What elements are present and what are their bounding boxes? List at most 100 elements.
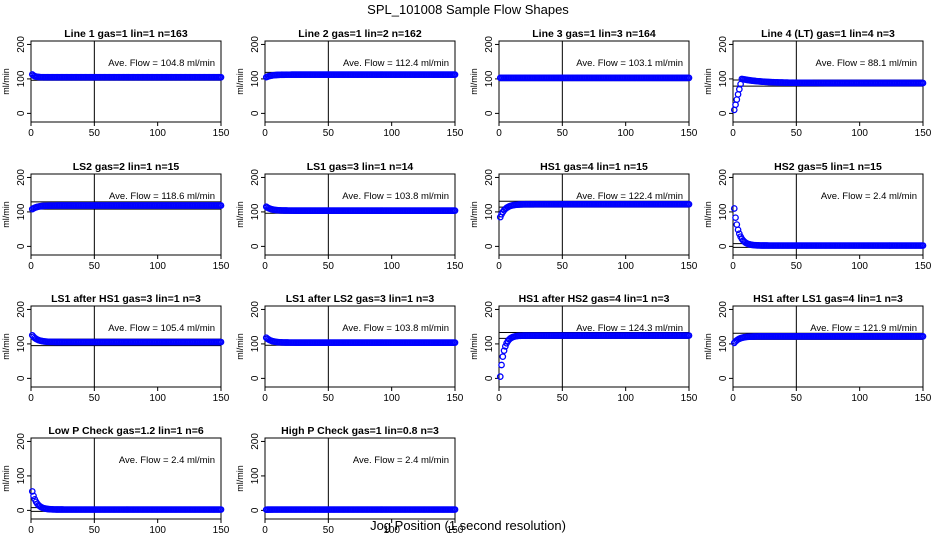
y-axis-label: ml/min [703, 333, 713, 360]
y-tick-label: 100 [16, 467, 27, 484]
panel-title: High P Check gas=1 lin=0.8 n=3 [281, 425, 439, 437]
x-tick-label: 0 [730, 393, 736, 404]
x-tick-label: 100 [617, 261, 634, 272]
x-tick-label: 50 [89, 393, 101, 404]
x-tick-label: 150 [681, 393, 698, 404]
y-tick-label: 0 [250, 375, 261, 381]
ave-flow-annotation: Ave. Flow = 103.1 ml/min [576, 58, 683, 69]
x-tick-label: 0 [28, 393, 34, 404]
plot-frame [30, 40, 222, 123]
panel-title: HS2 gas=5 lin=1 n=15 [774, 161, 882, 173]
panel-title: HS1 after LS1 gas=4 lin=1 n=3 [753, 293, 903, 305]
data-point [685, 74, 693, 82]
y-tick-label: 200 [16, 301, 27, 318]
x-tick-label: 100 [383, 393, 400, 404]
data-point [501, 343, 509, 350]
data-series [730, 205, 927, 249]
y-tick-label: 100 [250, 203, 261, 220]
data-point [499, 353, 507, 361]
ave-flow-annotation: Ave. Flow = 88.1 ml/min [816, 58, 917, 69]
y-tick-label: 100 [250, 70, 261, 87]
y-tick-label: 0 [484, 243, 495, 249]
data-series [28, 202, 225, 213]
x-tick-label: 50 [323, 128, 335, 139]
y-tick-label: 0 [718, 375, 729, 381]
y-tick-label: 200 [718, 169, 729, 186]
plot-frame [264, 173, 456, 256]
y-tick-label: 0 [250, 243, 261, 249]
panel-title: Low P Check gas=1.2 lin=1 n=6 [48, 425, 203, 437]
y-axis-label: ml/min [703, 68, 713, 95]
x-tick-label: 50 [791, 393, 803, 404]
x-tick-label: 150 [915, 393, 932, 404]
y-tick-label: 100 [718, 203, 729, 220]
y-axis-label: ml/min [469, 201, 479, 228]
panel-title: Line 4 (LT) gas=1 lin=4 n=3 [761, 28, 895, 40]
data-series [496, 332, 693, 381]
data-point [500, 347, 508, 355]
plot-frame [30, 173, 222, 256]
data-point [685, 332, 693, 339]
y-tick-label: 200 [484, 301, 495, 318]
y-axis-label: ml/min [1, 333, 11, 360]
x-tick-label: 50 [791, 261, 803, 272]
chart-panel: LS1 after LS2 gas=3 lin=1 n=3 0 50 100 150 0 1… [235, 293, 464, 404]
y-tick-label: 100 [250, 335, 261, 352]
data-point [217, 338, 225, 346]
chart-panel: HS1 after LS1 gas=4 lin=1 n=3 0 50 100 150 0 1… [703, 293, 932, 404]
x-tick-label: 50 [557, 261, 569, 272]
data-point [919, 79, 927, 87]
x-tick-label: 100 [149, 393, 166, 404]
data-series [28, 71, 225, 81]
data-point [730, 205, 738, 212]
data-series [28, 488, 225, 513]
data-series [262, 334, 459, 346]
y-tick-label: 0 [718, 243, 729, 249]
chart-panel: High P Check gas=1 lin=0.8 n=3 0 50 100 150 0… [235, 425, 464, 536]
panel-title: LS2 gas=2 lin=1 n=15 [73, 161, 180, 173]
x-tick-label: 0 [496, 128, 502, 139]
y-tick-label: 0 [718, 110, 729, 116]
plot-frame [264, 305, 456, 388]
x-tick-label: 0 [496, 261, 502, 272]
y-tick-label: 200 [718, 36, 729, 53]
y-tick-label: 200 [250, 36, 261, 53]
y-tick-label: 0 [484, 375, 495, 381]
y-tick-label: 200 [484, 36, 495, 53]
plot-frame [30, 437, 222, 520]
figure-title: SPL_101008 Sample Flow Shapes [367, 2, 569, 17]
y-tick-label: 200 [718, 301, 729, 318]
x-tick-label: 0 [730, 128, 736, 139]
x-tick-label: 100 [617, 393, 634, 404]
y-tick-label: 0 [250, 507, 261, 513]
data-point [217, 506, 225, 513]
y-axis-label: ml/min [235, 201, 245, 228]
x-tick-label: 50 [89, 128, 101, 139]
x-tick-label: 0 [496, 393, 502, 404]
x-tick-label: 100 [383, 128, 400, 139]
data-point [498, 361, 505, 369]
data-series [28, 331, 225, 346]
x-tick-label: 150 [681, 128, 698, 139]
y-tick-label: 0 [16, 243, 27, 249]
x-tick-label: 0 [262, 128, 268, 139]
panel-title: Line 3 gas=1 lin=3 n=164 [532, 28, 656, 40]
chart-panel: HS1 after HS2 gas=4 lin=1 n=3 0 50 100 150 0 1… [469, 293, 698, 404]
chart-panel: Line 4 (LT) gas=1 lin=4 n=3 0 50 100 150 0 100… [703, 28, 932, 139]
y-tick-label: 100 [250, 467, 261, 484]
x-tick-label: 50 [323, 525, 335, 536]
y-tick-label: 100 [16, 70, 27, 87]
ave-flow-annotation: Ave. Flow = 122.4 ml/min [576, 191, 683, 202]
x-tick-label: 50 [557, 393, 569, 404]
data-point [217, 73, 225, 81]
data-series [496, 74, 693, 82]
data-point [685, 200, 693, 208]
x-tick-label: 0 [262, 261, 268, 272]
x-tick-label: 50 [791, 128, 803, 139]
y-axis-label: ml/min [235, 68, 245, 95]
y-tick-label: 200 [16, 433, 27, 450]
data-series [262, 71, 459, 81]
x-tick-label: 150 [915, 261, 932, 272]
y-tick-label: 100 [718, 70, 729, 87]
panel-title: Line 2 gas=1 lin=2 n=162 [298, 28, 422, 40]
